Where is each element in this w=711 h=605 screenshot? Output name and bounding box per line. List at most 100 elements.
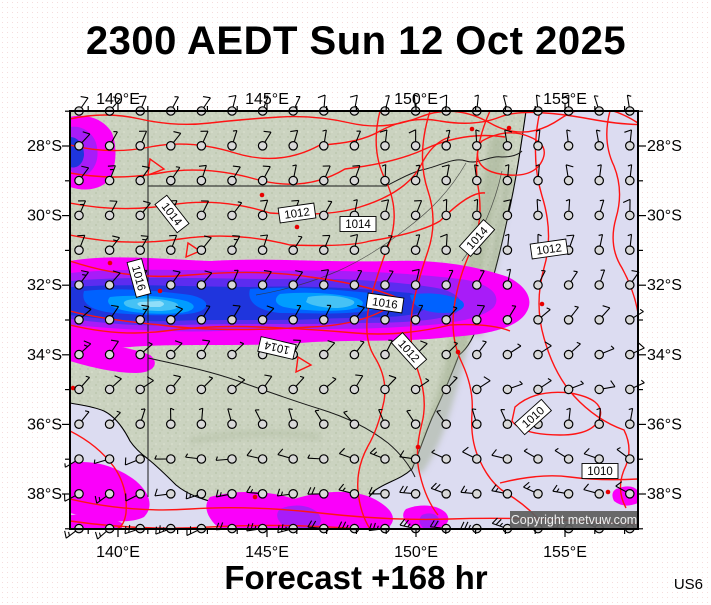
station-circle	[136, 455, 144, 463]
station-circle	[289, 176, 297, 184]
station-circle	[564, 385, 572, 393]
station-circle	[289, 385, 297, 393]
station-circle	[105, 211, 113, 219]
station-circle	[75, 176, 83, 184]
barb-feather-half	[141, 409, 145, 410]
station-circle	[381, 246, 389, 254]
station-circle	[442, 246, 450, 254]
barb-feather-full	[350, 95, 357, 97]
station-circle	[411, 176, 419, 184]
barb-feather-half	[69, 532, 70, 536]
station-circle	[381, 455, 389, 463]
station-circle	[105, 316, 113, 324]
station-circle	[350, 246, 358, 254]
station-circle	[167, 142, 175, 150]
barb-feather-half	[641, 380, 644, 383]
station-circle	[595, 420, 603, 428]
station-circle	[289, 142, 297, 150]
station-circle	[381, 385, 389, 393]
station-circle	[626, 385, 634, 393]
copyright-text: Copyright metvuw.com	[511, 513, 637, 527]
wind-barb	[626, 95, 634, 115]
station-circle	[564, 316, 572, 324]
station-circle	[564, 211, 572, 219]
barb-feather-full	[232, 236, 239, 237]
station-circle	[228, 281, 236, 289]
station-circle	[75, 385, 83, 393]
station-circle	[595, 211, 603, 219]
barb-feather-half	[228, 409, 232, 410]
station-circle	[442, 455, 450, 463]
barb-feather-full	[203, 97, 210, 98]
city-dot	[295, 225, 300, 230]
city-dot	[507, 126, 512, 131]
station-circle	[442, 176, 450, 184]
station-circle	[442, 142, 450, 150]
lat-label-left: 34°S	[27, 347, 62, 364]
station-circle	[167, 420, 175, 428]
station-circle	[473, 142, 481, 150]
station-circle	[320, 316, 328, 324]
barb-feather-full	[318, 95, 325, 98]
station-circle	[320, 142, 328, 150]
station-circle	[197, 281, 205, 289]
station-circle	[534, 281, 542, 289]
station-circle	[411, 385, 419, 393]
barb-feather-full	[77, 235, 84, 236]
station-circle	[258, 490, 266, 498]
station-circle	[258, 420, 266, 428]
barb-feather-half	[82, 275, 86, 276]
model-code-label: US6	[674, 576, 703, 593]
station-circle	[105, 385, 113, 393]
station-circle	[503, 176, 511, 184]
station-circle	[320, 246, 328, 254]
station-circle	[320, 490, 328, 498]
station-circle	[289, 490, 297, 498]
barb-feather-half	[416, 235, 420, 236]
station-circle	[320, 385, 328, 393]
station-circle	[350, 350, 358, 358]
wind-barb	[381, 96, 389, 116]
station-circle	[136, 246, 144, 254]
station-circle	[411, 246, 419, 254]
barb-feather-full	[477, 305, 484, 306]
station-circle	[381, 281, 389, 289]
station-circle	[136, 350, 144, 358]
lat-label-left: 30°S	[27, 208, 62, 225]
station-circle	[534, 316, 542, 324]
wind-barb	[503, 96, 511, 116]
station-circle	[228, 142, 236, 150]
station-circle	[258, 281, 266, 289]
lon-label-top: 155°E	[543, 91, 587, 108]
station-circle	[258, 385, 266, 393]
barb-feather-half	[472, 409, 476, 410]
station-circle	[197, 246, 205, 254]
station-circle	[258, 246, 266, 254]
lat-label-left: 38°S	[27, 486, 62, 503]
station-circle	[228, 350, 236, 358]
barb-feather-full	[81, 97, 88, 98]
station-circle	[167, 176, 175, 184]
lat-label-right: 30°S	[647, 208, 682, 225]
station-circle	[442, 281, 450, 289]
barb-feather-full	[639, 343, 645, 348]
station-circle	[503, 455, 511, 463]
station-circle	[350, 420, 358, 428]
station-circle	[197, 490, 205, 498]
station-circle	[381, 316, 389, 324]
station-circle	[473, 420, 481, 428]
barb-feather-full	[229, 95, 236, 96]
station-circle	[534, 385, 542, 393]
station-circle	[534, 350, 542, 358]
wind-barb	[318, 95, 328, 115]
city-dot	[606, 490, 611, 495]
station-circle	[473, 316, 481, 324]
barb-feather-half	[143, 309, 147, 310]
city-dot	[540, 302, 545, 307]
station-circle	[105, 281, 113, 289]
station-circle	[503, 420, 511, 428]
station-circle	[228, 176, 236, 184]
station-circle	[228, 455, 236, 463]
barb-feather-half	[437, 411, 441, 412]
